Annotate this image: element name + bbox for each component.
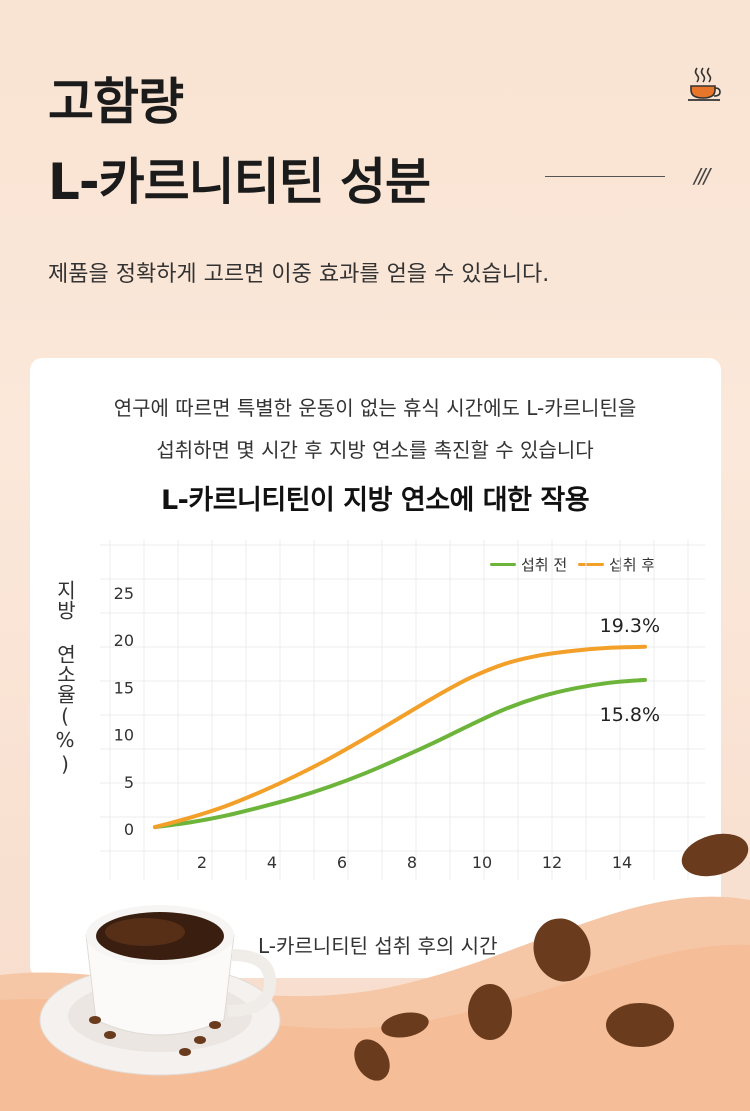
- y-tick-label: 25: [114, 584, 134, 603]
- y-tick-label: 15: [114, 678, 134, 697]
- y-tick-label: 0: [124, 820, 134, 839]
- y-tick-label: 10: [114, 726, 134, 745]
- series-line-after: [153, 644, 647, 830]
- y-axis-label: 지방 연소율(%): [53, 580, 77, 776]
- legend-label-after: 섭취 후: [609, 556, 656, 574]
- card-description-line1: 연구에 따르면 특별한 운동이 없는 휴식 시간에도 L-카르니틴을: [113, 396, 637, 420]
- x-tick-label: 12: [542, 853, 562, 872]
- x-tick-label: 2: [197, 853, 207, 872]
- decorative-divider: [545, 176, 665, 177]
- x-tick-label: 14: [612, 853, 632, 872]
- coffee-beans-image: [89, 833, 749, 1081]
- legend-item-after: 섭취 후: [578, 554, 655, 575]
- y-tick-label: 5: [124, 773, 134, 792]
- page-title-line2: L-카르니티틴 성분: [48, 153, 431, 211]
- legend-item-before: 섭취 전: [490, 554, 567, 575]
- x-tick-label: 10: [472, 853, 492, 872]
- coffee-cup-icon: [688, 67, 721, 101]
- card-description-line2: 섭취하면 몇 시간 후 지방 연소를 촉진할 수 있습니다: [156, 438, 594, 462]
- chart-card: [30, 358, 721, 978]
- x-tick-label: 6: [337, 853, 347, 872]
- page-subtitle: 제품을 정확하게 고르면 이중 효과를 얻을 수 있습니다.: [48, 262, 550, 287]
- x-tick-label: 8: [407, 853, 417, 872]
- data-label-before: 15.8%: [600, 704, 660, 726]
- legend-swatch-after: [578, 563, 604, 566]
- legend-label-before: 섭취 전: [521, 556, 568, 574]
- legend-swatch-before: [490, 563, 516, 566]
- decorative-slashes: ///: [694, 164, 710, 188]
- page-title-line1: 고함량: [48, 73, 184, 131]
- x-axis-label: L-카르니티틴 섭취 후의 시간: [258, 934, 498, 958]
- coffee-cup-image: [39, 905, 281, 1076]
- series-line-before: [153, 677, 647, 830]
- x-tick-label: 4: [267, 853, 277, 872]
- y-tick-label: 20: [114, 631, 134, 650]
- data-label-after: 19.3%: [600, 615, 660, 637]
- page-title: 고함량 L-카르니티틴 성분: [48, 62, 431, 222]
- chart-title: L-카르니티틴이 지방 연소에 대한 작용: [160, 485, 590, 516]
